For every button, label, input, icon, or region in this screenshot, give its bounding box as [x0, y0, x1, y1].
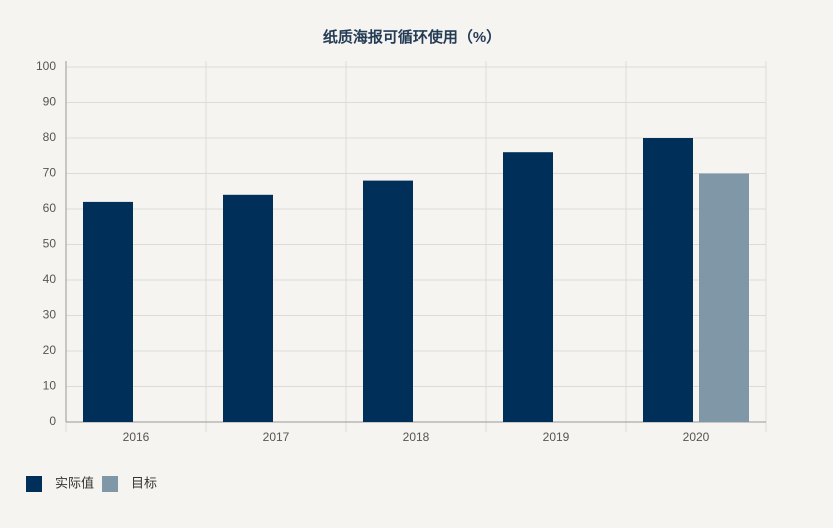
y-tick-label: 40	[43, 272, 57, 286]
y-tick-label: 10	[43, 379, 57, 393]
bar	[643, 138, 693, 422]
y-tick-label: 60	[43, 201, 57, 215]
y-tick-label: 80	[43, 130, 57, 144]
bar	[83, 201, 133, 422]
y-tick-label: 30	[43, 308, 57, 322]
x-tick-label: 2016	[123, 430, 150, 444]
x-tick-label: 2018	[403, 430, 430, 444]
bar	[363, 180, 413, 422]
x-tick-label: 2020	[683, 430, 710, 444]
y-tick-label: 70	[43, 166, 57, 180]
x-tick-label: 2019	[543, 430, 570, 444]
y-tick-label: 100	[36, 59, 56, 73]
y-tick-label: 50	[43, 237, 57, 251]
bar	[503, 152, 553, 422]
y-tick-label: 0	[49, 414, 56, 428]
legend-label: 实际值	[55, 475, 94, 490]
x-tick-label: 2017	[263, 430, 290, 444]
bar	[699, 173, 749, 422]
chart-title: 纸质海报可循环使用（%）	[323, 28, 501, 46]
legend-swatch	[26, 476, 42, 492]
y-tick-label: 90	[43, 95, 57, 109]
legend-label: 目标	[131, 475, 157, 490]
y-tick-label: 20	[43, 343, 57, 357]
bar	[223, 194, 273, 422]
legend-swatch	[102, 476, 119, 492]
